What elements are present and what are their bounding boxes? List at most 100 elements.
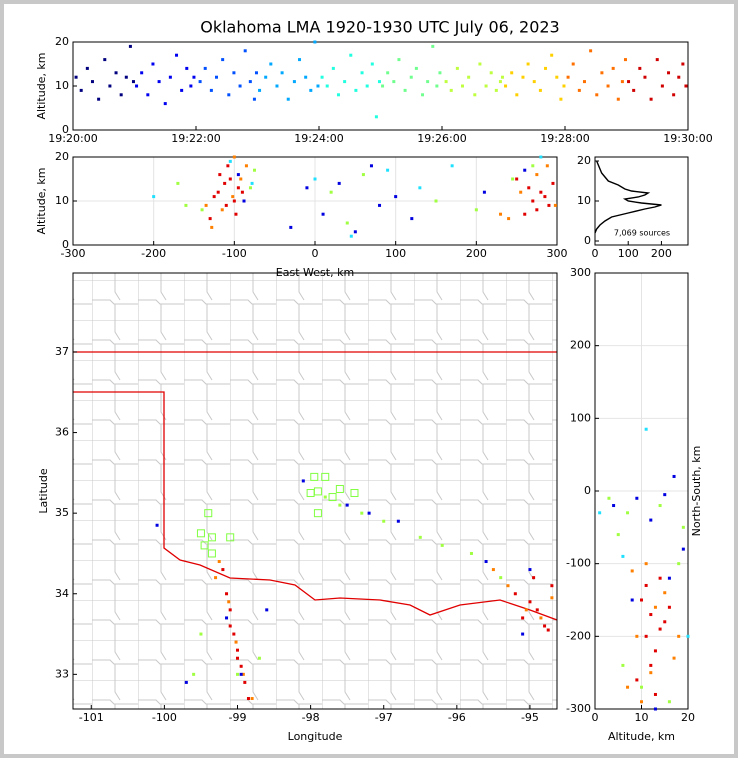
source-point: [440, 543, 444, 547]
source-point: [644, 562, 648, 566]
source-point: [478, 62, 482, 66]
source-point: [640, 700, 643, 704]
source-point: [474, 208, 478, 212]
source-point: [611, 66, 615, 70]
source-point: [515, 93, 519, 97]
source-point: [224, 203, 228, 207]
station: [313, 509, 322, 518]
x-tick-label: 0: [312, 247, 319, 260]
x-tick-label: -300: [61, 247, 86, 260]
source-point: [227, 600, 231, 604]
source-point: [396, 519, 400, 523]
source-point: [644, 427, 648, 431]
source-point: [531, 164, 535, 168]
source-point: [663, 591, 667, 595]
source-point: [638, 66, 642, 70]
source-point: [124, 75, 128, 79]
source-point: [168, 75, 172, 79]
source-point: [301, 479, 305, 483]
annotation: 7,069 sources: [614, 229, 670, 238]
source-point: [559, 97, 563, 101]
source-point: [640, 685, 643, 689]
x-tick-label: -95: [521, 711, 539, 724]
source-point: [367, 511, 371, 515]
source-point: [521, 75, 525, 79]
source-point: [360, 71, 364, 75]
plot-frame: [594, 272, 689, 710]
source-point: [217, 560, 221, 564]
source-point: [681, 62, 685, 66]
source-point: [550, 596, 554, 600]
source-point: [214, 576, 218, 580]
source-point: [600, 71, 604, 75]
source-point: [515, 177, 519, 181]
source-point: [519, 190, 523, 194]
x-tick-label: 300: [547, 247, 568, 260]
source-point: [321, 212, 325, 216]
source-point: [313, 40, 317, 44]
source-point: [653, 649, 657, 653]
source-point: [649, 671, 653, 675]
source-point: [265, 608, 269, 612]
source-point: [653, 707, 657, 711]
source-point: [649, 518, 653, 522]
y-tick-label: 34: [55, 587, 69, 600]
source-point: [507, 217, 511, 221]
source-point: [527, 186, 531, 190]
x-tick-label: -96: [448, 711, 466, 724]
source-point: [248, 186, 252, 190]
source-point: [644, 583, 648, 587]
y-tick-label: 300: [570, 266, 591, 279]
source-point: [365, 84, 369, 88]
x-tick-label: 19:24:00: [294, 132, 343, 145]
source-point: [630, 569, 634, 573]
source-point: [524, 608, 528, 612]
source-point: [444, 80, 448, 84]
source-point: [252, 97, 256, 101]
source-point: [361, 173, 365, 177]
source-point: [200, 208, 204, 212]
source-point: [434, 199, 438, 203]
source-point: [551, 181, 555, 185]
source-point: [309, 88, 313, 92]
source-point: [305, 186, 309, 190]
y-tick-label: 20: [55, 150, 69, 163]
source-point: [226, 164, 230, 168]
source-point: [216, 190, 220, 194]
source-point: [658, 576, 662, 580]
source-point: [582, 80, 586, 84]
station: [207, 533, 216, 542]
source-point: [189, 84, 193, 88]
x-tick-label: 10: [635, 711, 649, 724]
source-point: [208, 217, 212, 221]
source-point: [491, 568, 495, 572]
source-point: [292, 80, 296, 84]
source-point: [606, 84, 610, 88]
source-point: [275, 84, 279, 88]
source-point: [236, 186, 240, 190]
source-point: [377, 80, 381, 84]
source-point: [240, 190, 244, 194]
x-tick-label: 19:26:00: [417, 132, 466, 145]
source-point: [635, 634, 639, 638]
y-tick-label: 0: [62, 238, 69, 251]
source-point: [521, 632, 525, 636]
source-point: [663, 620, 667, 624]
source-point: [79, 88, 83, 92]
x-tick-label: -99: [229, 711, 247, 724]
source-point: [640, 598, 643, 602]
source-point: [140, 71, 144, 75]
source-point: [329, 190, 333, 194]
y-tick-label: -300: [566, 702, 591, 715]
source-point: [589, 49, 593, 53]
y-axis-label: Altitude, km: [35, 167, 48, 234]
source-point: [431, 44, 435, 48]
source-point: [467, 75, 471, 79]
source-point: [239, 672, 243, 676]
source-point: [228, 624, 232, 628]
source-point: [221, 568, 225, 572]
source-point: [513, 592, 517, 596]
counties: [73, 273, 557, 709]
source-point: [686, 634, 690, 638]
